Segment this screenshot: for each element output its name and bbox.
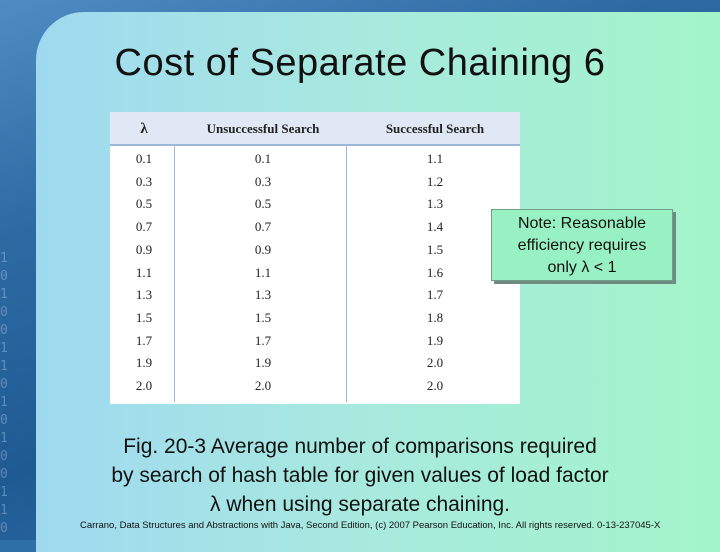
table-row: 0.9 0.9 1.5 (110, 239, 520, 261)
table-row: 2.0 2.0 2.0 (110, 375, 520, 397)
caption-line: Fig. 20-3 Average number of comparisons … (123, 435, 597, 458)
table-row: 1.7 1.7 1.9 (110, 330, 520, 352)
note-box: Note: Reasonable efficiency requires onl… (491, 209, 673, 281)
table-row: 1.3 1.3 1.7 (110, 284, 520, 306)
table-row: 0.1 0.1 1.1 (110, 148, 520, 170)
table-header: λ Unsuccessful Search Successful Search (110, 112, 520, 146)
table-cell: 1.5 (135, 309, 153, 325)
table-cell: 1.7 (135, 332, 153, 348)
table-cell: 1.8 (426, 309, 444, 325)
table-cell: 1.9 (135, 355, 153, 371)
table-cell: 0.7 (135, 219, 153, 235)
table-row: 0.7 0.7 1.4 (110, 216, 520, 238)
table-row: 1.5 1.5 1.8 (110, 307, 520, 329)
table-cell: 1.3 (254, 287, 272, 303)
slide-title: Cost of Separate Chaining 6 (114, 42, 606, 84)
table-cell: 1.1 (135, 264, 153, 280)
table-cell: 1.9 (426, 332, 444, 348)
background-binary-pattern: 1 0 1 0 0 1 1 0 1 0 1 0 0 1 1 0 (0, 251, 8, 536)
column-divider (174, 146, 175, 402)
table-cell: 0.3 (135, 173, 153, 189)
figure-caption: Fig. 20-3 Average number of comparisons … (70, 432, 650, 519)
table-cell: 1.1 (254, 264, 272, 280)
caption-line: λ when using separate chaining. (209, 493, 511, 516)
table-cell: 0.7 (254, 219, 272, 235)
table-row: 0.3 0.3 1.2 (110, 171, 520, 193)
header-lambda: λ (140, 121, 148, 137)
table-cell: 1.2 (426, 173, 444, 189)
table-cell: 1.6 (426, 264, 444, 280)
table-cell: 1.5 (426, 241, 444, 257)
note-line: Note: Reasonable (517, 215, 647, 232)
table-cell: 0.5 (135, 196, 153, 212)
table-cell: 1.3 (135, 287, 153, 303)
column-divider (346, 146, 347, 402)
comparison-table: λ Unsuccessful Search Successful Search … (110, 112, 520, 404)
table-row: 1.1 1.1 1.6 (110, 262, 520, 284)
table-cell: 0.3 (254, 173, 272, 189)
table-cell: 2.0 (254, 378, 272, 393)
table-cell: 0.1 (254, 151, 272, 166)
table-cell: 1.4 (426, 219, 444, 235)
table-cell: 1.7 (254, 332, 272, 348)
header-unsuccessful: Unsuccessful Search (206, 121, 320, 136)
table-cell: 1.9 (254, 355, 272, 371)
table-row: 1.9 1.9 2.0 (110, 352, 520, 374)
table-cell: 1.5 (254, 309, 272, 325)
table-cell: 0.9 (135, 241, 153, 257)
copyright-footer: Carrano, Data Structures and Abstraction… (80, 520, 661, 531)
table-row: 0.5 0.5 1.3 (110, 193, 520, 215)
caption-line: by search of hash table for given values… (111, 464, 609, 487)
table-cell: 0.1 (135, 151, 153, 166)
table-cell: 1.7 (426, 287, 444, 303)
table-cell: 1.1 (426, 151, 444, 166)
note-line: efficiency requires (517, 237, 647, 254)
table-cell: 2.0 (426, 378, 444, 393)
table-cell: 2.0 (135, 378, 153, 393)
table-cell: 0.9 (254, 241, 272, 257)
header-successful: Successful Search (385, 121, 485, 136)
note-line: only λ < 1 (547, 259, 617, 276)
table-cell: 1.3 (426, 196, 444, 212)
table-cell: 2.0 (426, 355, 444, 371)
table-cell: 0.5 (254, 196, 272, 212)
